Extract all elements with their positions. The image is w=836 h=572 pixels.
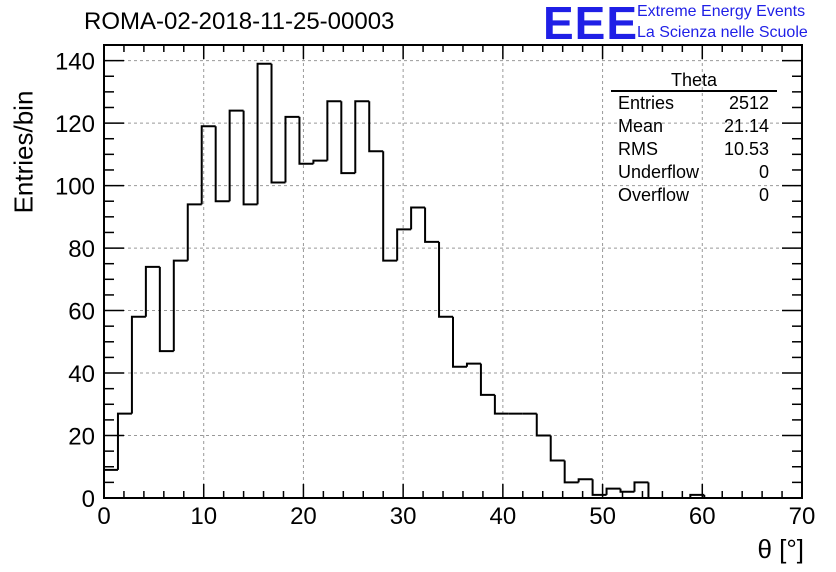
histogram-bar (647, 482, 663, 499)
y-tick-label: 100 (55, 174, 95, 201)
stats-label: Entries (618, 93, 675, 113)
x-tick-label: 40 (490, 503, 517, 530)
stats-row-overflow: Overflow 0 (611, 184, 777, 207)
stats-label: RMS (618, 139, 658, 159)
histogram-bar (424, 207, 440, 243)
histogram-bar (186, 203, 202, 261)
chart-title: ROMA-02-2018-11-25-00003 (84, 8, 395, 35)
x-tick-label: 70 (789, 503, 816, 530)
y-tick-label: 40 (68, 361, 95, 388)
histogram-bar (116, 412, 132, 470)
stats-title: Theta (611, 70, 777, 92)
histogram-bar (605, 487, 621, 495)
stats-row-underflow: Underflow 0 (611, 161, 777, 184)
eee-logo: EEE (543, 0, 639, 49)
y-axis-label: Entries/bin (4, 91, 44, 214)
histogram-bar (368, 101, 384, 153)
histogram-bar (228, 109, 244, 202)
histogram-bar (479, 363, 495, 396)
histogram-bar (410, 206, 426, 230)
stats-label: Underflow (618, 162, 700, 182)
stats-value: 0 (758, 162, 769, 182)
grid-lines (104, 45, 802, 498)
histogram-bar (172, 259, 188, 352)
plot-frame (103, 44, 803, 499)
histogram-bar (438, 241, 453, 318)
histogram-bar (270, 63, 286, 184)
stats-row-mean: Mean 21.14 (611, 115, 777, 138)
y-tick-label: 60 (68, 299, 95, 326)
histogram-bar (549, 435, 565, 462)
histogram-bar (591, 479, 607, 496)
stats-row-entries: Entries 2512 (611, 92, 777, 115)
stats-value: 10.53 (723, 139, 769, 159)
histogram-bar (577, 478, 593, 483)
histogram-bar (284, 115, 300, 183)
histogram-bar (256, 62, 272, 205)
histogram-bar (144, 265, 160, 317)
x-tick-label: 30 (390, 503, 417, 530)
histogram-bar (200, 125, 216, 205)
histogram-bar (563, 460, 579, 484)
histogram-bar (326, 100, 342, 161)
logo-line-2: La Scienza nelle Scuole (637, 24, 808, 41)
histogram-bar (354, 100, 370, 174)
histogram-bar (340, 101, 356, 175)
logo-line-1: Extreme Energy Events (637, 3, 806, 20)
y-axis-label-text: Entries/bin (8, 90, 39, 214)
histogram-bar (493, 394, 509, 415)
histogram-bar (452, 316, 467, 368)
x-tick-labels: 0 10 20 30 40 50 60 70 (97, 503, 815, 530)
histogram-bar (689, 493, 705, 498)
histogram-bar (465, 362, 481, 367)
stats-value: 0 (758, 185, 769, 205)
histogram-bar (633, 481, 649, 492)
histogram-bar (130, 315, 146, 414)
x-axis-label: θ [°] (757, 534, 804, 564)
histogram-bar (396, 228, 412, 261)
histogram-bar (535, 413, 551, 437)
stats-box: Theta Entries 2512 Mean 21.14 RMS 10.53 … (611, 70, 777, 207)
histogram-bar (103, 468, 118, 498)
y-tick-label: 120 (55, 111, 95, 138)
y-tick-label: 0 (82, 486, 95, 513)
histogram-bar (214, 126, 230, 203)
histogram-bar (242, 110, 258, 206)
y-tick-label: 20 (68, 424, 95, 451)
stats-label: Mean (618, 116, 664, 136)
y-tick-label: 80 (68, 236, 95, 263)
x-tick-label: 10 (190, 503, 217, 530)
x-tick-label: 0 (97, 503, 110, 530)
histogram-bar (298, 116, 314, 165)
stats-value: 2512 (728, 93, 769, 113)
axis-ticks (103, 44, 803, 499)
y-tick-label: 140 (55, 49, 95, 76)
x-tick-label: 60 (689, 503, 716, 530)
histogram-bar (619, 488, 635, 493)
stats-label: Overflow (618, 185, 690, 205)
x-tick-label: 20 (290, 503, 317, 530)
stats-row-rms: RMS 10.53 (611, 138, 777, 161)
x-tick-label: 50 (589, 503, 616, 530)
histogram-bar (382, 151, 398, 262)
y-tick-labels: 0 20 40 60 80 100 120 140 (55, 49, 95, 513)
histogram-bar (312, 159, 328, 164)
stats-value: 21.14 (723, 116, 769, 136)
histogram-bar (158, 266, 174, 353)
